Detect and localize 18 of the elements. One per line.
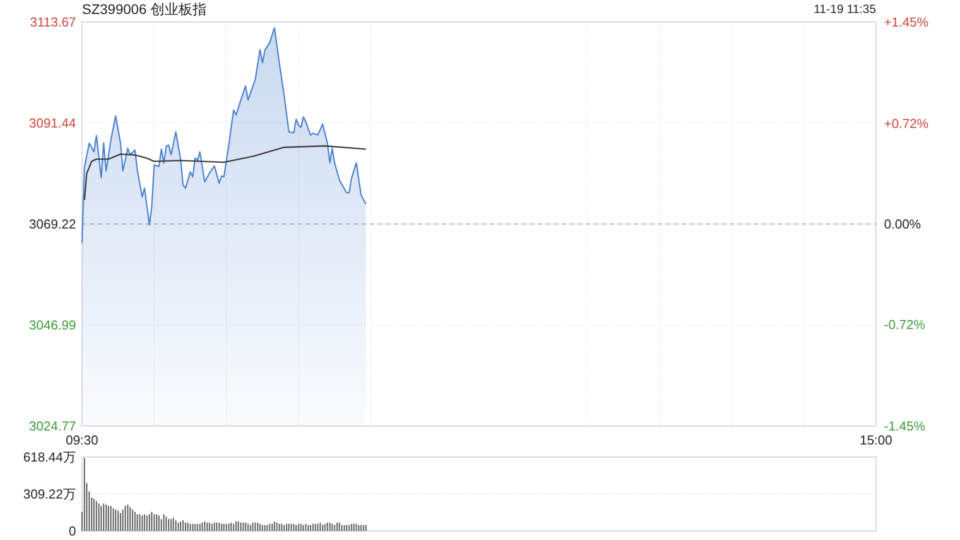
y2-tick-label: -0.72%	[884, 316, 926, 332]
y-tick-label: 3113.67	[30, 14, 76, 30]
y-tick-label: 618.44万	[23, 450, 76, 464]
y2-tick-label: -1.45%	[884, 418, 926, 434]
y-tick-label: 3091.44	[29, 116, 76, 131]
chart-title: SZ399006 创业板指	[82, 1, 206, 17]
y-tick-label: 3024.77	[29, 418, 76, 434]
y-tick-label: 0	[68, 524, 76, 538]
y2-tick-label: +0.72%	[884, 116, 929, 132]
y-tick-label: 3069.22	[29, 216, 76, 232]
y2-tick-label: +1.45%	[884, 14, 929, 30]
x-tick-label: 15:00	[860, 432, 892, 448]
y-tick-label: 3046.99	[29, 318, 76, 333]
y-tick-label: 309.22万	[23, 486, 76, 502]
y2-tick-label: 0.00%	[884, 216, 922, 232]
x-tick-label: 09:30	[66, 432, 98, 448]
text: 11-19 11:35	[814, 2, 876, 16]
line-series	[84, 145, 367, 201]
